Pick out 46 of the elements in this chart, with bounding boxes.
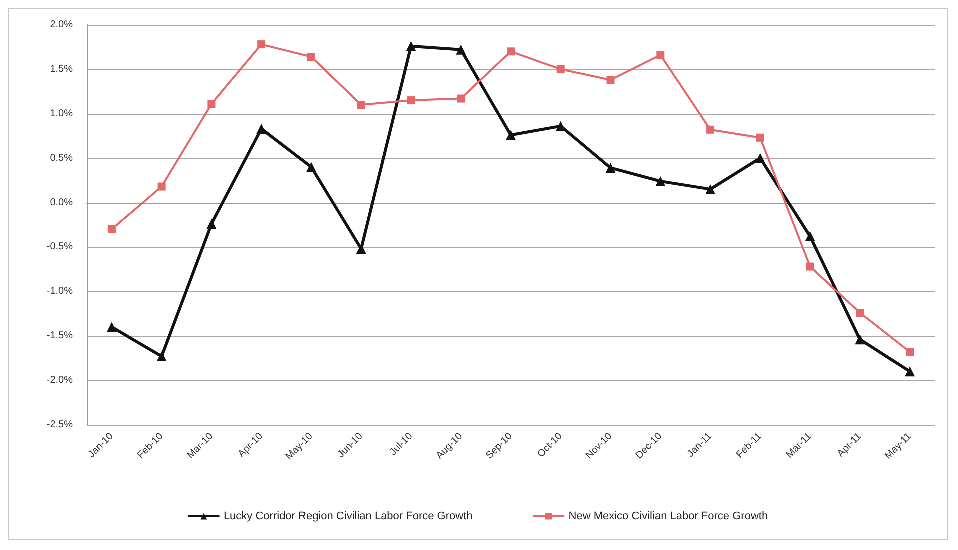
point bbox=[806, 262, 814, 271]
y-tick-label: 2.0% bbox=[50, 20, 74, 30]
y-tick-label: -0.5% bbox=[46, 242, 74, 253]
point bbox=[256, 124, 267, 134]
y-tick-label: -1.0% bbox=[46, 286, 74, 298]
point bbox=[158, 182, 166, 191]
y-tick-label: 0.5% bbox=[50, 152, 74, 164]
point bbox=[406, 41, 416, 52]
point bbox=[208, 100, 216, 108]
point bbox=[156, 352, 167, 362]
point bbox=[756, 134, 764, 142]
point bbox=[606, 163, 616, 174]
point bbox=[556, 65, 565, 74]
legend-label: New Mexico Civilian Labor Force Growth bbox=[568, 510, 768, 522]
point bbox=[805, 232, 816, 242]
point bbox=[706, 126, 715, 134]
point bbox=[507, 48, 515, 56]
point bbox=[306, 162, 316, 172]
point bbox=[356, 244, 366, 254]
point bbox=[456, 44, 466, 55]
point bbox=[855, 334, 866, 345]
point bbox=[856, 309, 864, 317]
point bbox=[307, 53, 316, 61]
point bbox=[656, 176, 666, 186]
point bbox=[755, 153, 766, 164]
point bbox=[905, 366, 916, 377]
point bbox=[556, 121, 566, 132]
y-tick-label: 1.5% bbox=[50, 64, 74, 75]
point bbox=[106, 322, 117, 332]
point bbox=[656, 51, 665, 60]
y-tick-label: -1.5% bbox=[46, 330, 74, 342]
point bbox=[906, 348, 914, 356]
point bbox=[606, 76, 615, 84]
point bbox=[108, 225, 116, 234]
y-tick-label: -2.0% bbox=[46, 375, 74, 386]
point bbox=[407, 96, 416, 105]
point bbox=[506, 130, 516, 140]
point bbox=[357, 101, 366, 109]
y-tick-label: 0.0% bbox=[50, 197, 74, 208]
point bbox=[706, 184, 716, 194]
point bbox=[457, 94, 466, 103]
point bbox=[258, 40, 266, 49]
y-tick-label: 1.0% bbox=[50, 108, 74, 120]
y-tick-label: -2.5% bbox=[46, 420, 74, 430]
legend-label: Lucky Corridor Region Civilian Labor Force Growth bbox=[224, 510, 473, 522]
point bbox=[206, 219, 217, 230]
